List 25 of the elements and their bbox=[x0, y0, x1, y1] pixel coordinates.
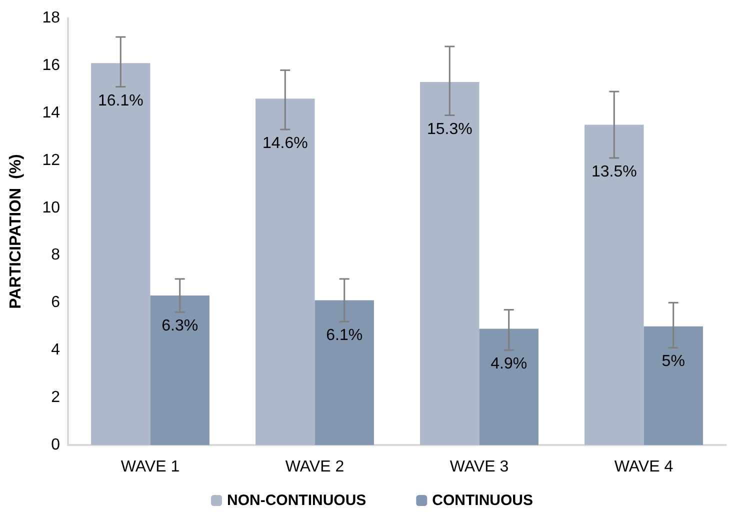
data-label: 6.1% bbox=[326, 327, 363, 344]
legend-label: CONTINUOUS bbox=[432, 492, 534, 509]
legend-label: NON-CONTINUOUS bbox=[227, 492, 366, 509]
y-tick-label: 4 bbox=[51, 342, 60, 359]
y-tick-label: 18 bbox=[42, 10, 60, 26]
y-tick-label: 10 bbox=[42, 199, 60, 216]
y-tick-label: 0 bbox=[51, 436, 60, 454]
x-tick-label: WAVE 4 bbox=[614, 458, 674, 476]
data-label: 5% bbox=[662, 353, 685, 370]
y-tick-label: 8 bbox=[51, 246, 60, 264]
y-tick-label: 2 bbox=[51, 389, 60, 406]
x-tick-label: WAVE 2 bbox=[285, 458, 344, 476]
x-tick-label: WAVE 3 bbox=[450, 458, 509, 476]
y-tick-label: 16 bbox=[42, 56, 60, 74]
data-label: 15.3% bbox=[426, 120, 472, 138]
data-label: 14.6% bbox=[262, 134, 308, 152]
data-label: 13.5% bbox=[591, 163, 637, 180]
x-tick-label: WAVE 1 bbox=[120, 458, 180, 476]
data-label: 4.9% bbox=[490, 356, 528, 373]
y-tick-label: 14 bbox=[42, 104, 60, 122]
y-tick-label: 6 bbox=[51, 294, 60, 312]
data-label: 6.3% bbox=[162, 318, 198, 335]
y-axis-title: PARTICIPATION (%) bbox=[8, 154, 24, 309]
data-label: 16.1% bbox=[98, 92, 144, 110]
y-tick-label: 12 bbox=[42, 152, 60, 169]
